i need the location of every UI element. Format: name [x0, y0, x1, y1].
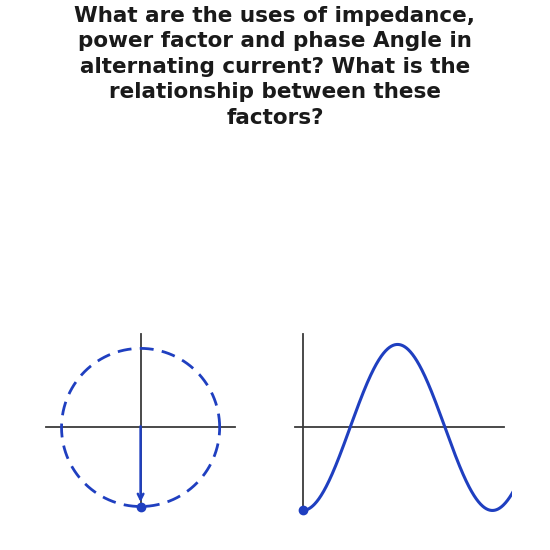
Text: What are the uses of impedance,
power factor and phase Angle in
alternating curr: What are the uses of impedance, power fa… — [74, 6, 476, 128]
